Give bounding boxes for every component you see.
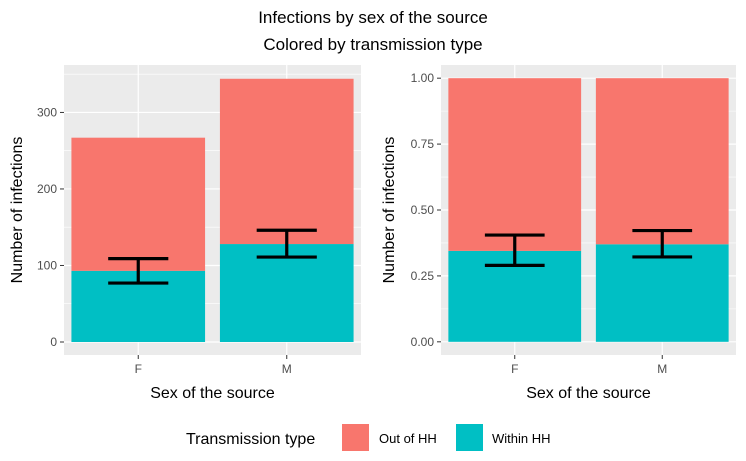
x-tick-label-f: F [135, 362, 142, 376]
bar-out-of-hh-m [219, 78, 354, 245]
right-chart-panel: 0.00 0.25 0.50 0.75 1.00 F M Sex of the source N… [381, 65, 736, 402]
error-bar-m [632, 228, 693, 259]
bar-out-of-hh-f [71, 137, 206, 271]
y-tick-label: 1.00 [411, 71, 435, 85]
y-tick-label: 0.25 [411, 269, 435, 283]
bar-within-hh-m [595, 244, 729, 342]
legend-label-within-hh: Within HH [492, 431, 551, 446]
x-axis-title: Sex of the source [526, 385, 651, 402]
y-tick-label: 0 [50, 335, 57, 349]
legend-title: Transmission type [186, 431, 315, 448]
x-axis-title: Sex of the source [150, 385, 275, 402]
y-tick-label: 200 [37, 182, 57, 196]
x-tick-label-m: M [657, 362, 667, 376]
legend: Transmission type Out of HH Within HH [186, 424, 551, 451]
y-tick-label: 0.00 [411, 335, 435, 349]
error-bar-m [256, 228, 317, 259]
bar-out-of-hh-m [595, 78, 729, 245]
figure-title: Infections by sex of the source [258, 8, 488, 27]
error-bar-f [108, 256, 169, 285]
legend-swatch-out-of-hh [342, 424, 369, 451]
left-chart-panel: 0 100 200 300 F M Sex of the source Number of i… [9, 65, 361, 402]
y-tick-label: 300 [37, 105, 57, 119]
x-tick-label-f: F [511, 362, 518, 376]
legend-label-out-of-hh: Out of HH [379, 431, 437, 446]
y-tick-label: 0.50 [411, 203, 435, 217]
y-axis-title: Number of infections [9, 137, 26, 284]
error-bar-f [484, 233, 545, 267]
bar-within-hh-m [219, 244, 354, 342]
x-tick-label-m: M [282, 362, 292, 376]
bar-out-of-hh-f [448, 78, 582, 251]
legend-swatch-within-hh [456, 424, 483, 451]
figure-subtitle: Colored by transmission type [263, 35, 482, 54]
y-tick-label: 100 [37, 258, 57, 272]
y-axis-title: Number of infections [381, 137, 398, 284]
y-tick-label: 0.75 [411, 137, 435, 151]
